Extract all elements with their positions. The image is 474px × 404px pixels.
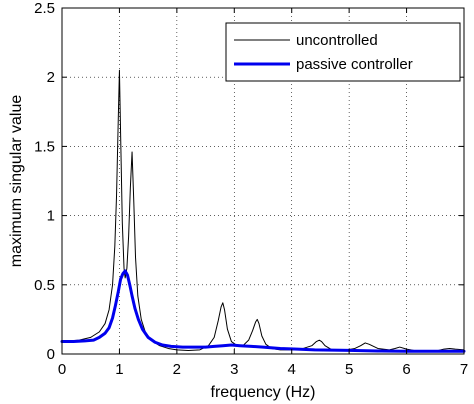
x-tick-label: 6 — [402, 361, 410, 378]
y-tick-label: 2.5 — [34, 0, 55, 17]
y-tick-label: 0.5 — [34, 277, 55, 294]
x-tick-label: 3 — [230, 361, 238, 378]
y-tick-label: 0 — [47, 346, 55, 363]
x-tick-label: 2 — [173, 361, 181, 378]
x-tick-label: 0 — [58, 361, 66, 378]
y-tick-label: 2 — [47, 69, 55, 86]
plot-frame — [61, 7, 465, 355]
y-axis-title: maximum singular value — [8, 95, 25, 268]
y-tick-label: 1 — [47, 208, 55, 225]
tick-labels: 0 1 2 3 4 5 6 7 0 0.5 1 1.5 2 2.5 — [34, 0, 468, 378]
legend: uncontrolled passive controller — [225, 22, 461, 82]
series-line-passive-controller — [60, 269, 466, 353]
x-tick-label: 5 — [345, 361, 353, 378]
x-tick-label: 4 — [288, 361, 296, 378]
x-axis-title: frequency (Hz) — [211, 384, 316, 401]
series-line-uncontrolled — [61, 69, 465, 352]
legend-label-passive-controller: passive controller — [296, 56, 413, 73]
y-tick-label: 1.5 — [34, 138, 55, 155]
legend-label-uncontrolled: uncontrolled — [296, 32, 378, 49]
grid — [62, 8, 464, 354]
x-tick-label: 1 — [115, 361, 123, 378]
x-tick-label: 7 — [460, 361, 468, 378]
ticks — [61, 7, 465, 355]
series-layer — [60, 69, 466, 353]
legend-box — [225, 22, 461, 82]
